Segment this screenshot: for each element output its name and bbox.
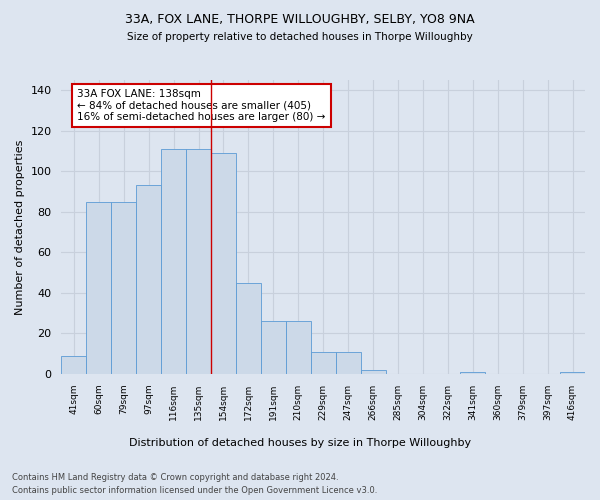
Bar	[311, 352, 335, 374]
Bar	[286, 321, 311, 374]
Text: Contains public sector information licensed under the Open Government Licence v3: Contains public sector information licen…	[12, 486, 377, 495]
Bar	[236, 282, 261, 374]
Text: Distribution of detached houses by size in Thorpe Willoughby: Distribution of detached houses by size …	[129, 438, 471, 448]
Bar	[186, 149, 211, 374]
Bar	[136, 186, 161, 374]
Y-axis label: Number of detached properties: Number of detached properties	[15, 140, 25, 314]
Bar	[335, 352, 361, 374]
Bar	[211, 153, 236, 374]
Text: Size of property relative to detached houses in Thorpe Willoughby: Size of property relative to detached ho…	[127, 32, 473, 42]
Text: 33A, FOX LANE, THORPE WILLOUGHBY, SELBY, YO8 9NA: 33A, FOX LANE, THORPE WILLOUGHBY, SELBY,…	[125, 12, 475, 26]
Bar	[460, 372, 485, 374]
Bar	[61, 356, 86, 374]
Bar	[111, 202, 136, 374]
Bar	[161, 149, 186, 374]
Bar	[86, 202, 111, 374]
Bar	[361, 370, 386, 374]
Text: 33A FOX LANE: 138sqm
← 84% of detached houses are smaller (405)
16% of semi-deta: 33A FOX LANE: 138sqm ← 84% of detached h…	[77, 89, 325, 122]
Text: Contains HM Land Registry data © Crown copyright and database right 2024.: Contains HM Land Registry data © Crown c…	[12, 472, 338, 482]
Bar	[261, 321, 286, 374]
Bar	[560, 372, 585, 374]
